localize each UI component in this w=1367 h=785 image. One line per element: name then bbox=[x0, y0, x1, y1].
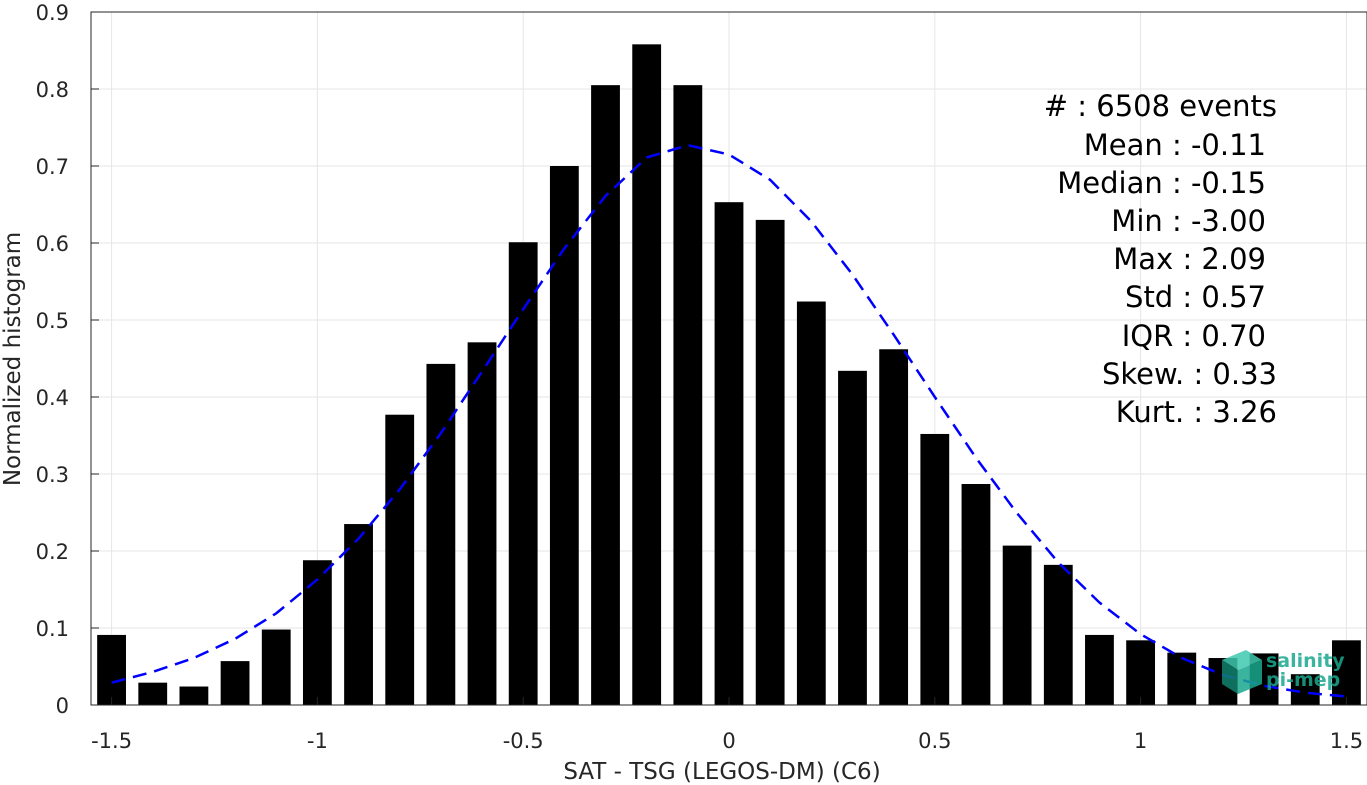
histogram-bar bbox=[138, 682, 168, 705]
histogram-bar bbox=[879, 349, 909, 705]
histogram-bar bbox=[632, 44, 662, 705]
stat-std: Std : 0.57 bbox=[1125, 280, 1266, 314]
histogram-bar bbox=[508, 242, 538, 706]
x-tick-label: -0.5 bbox=[503, 729, 544, 753]
histogram-bar bbox=[714, 202, 744, 705]
y-tick-label: 0.1 bbox=[36, 617, 69, 641]
histogram-bar bbox=[179, 686, 209, 705]
x-tick-label: 1.5 bbox=[1330, 729, 1363, 753]
x-tick-label: -1.5 bbox=[91, 729, 132, 753]
stat-min: Min : -3.00 bbox=[1111, 204, 1266, 238]
bars bbox=[97, 44, 1361, 706]
histogram-bar bbox=[549, 166, 579, 705]
histogram-bar bbox=[673, 85, 703, 705]
histogram-bar bbox=[467, 342, 497, 705]
y-tick-label: 0.5 bbox=[36, 309, 69, 333]
histogram-bar bbox=[1043, 564, 1073, 705]
y-axis-label: Normalized histogram bbox=[0, 232, 26, 486]
histogram-bar bbox=[755, 219, 785, 705]
histogram-bar bbox=[302, 560, 332, 705]
histogram-bar bbox=[426, 363, 456, 705]
y-tick-label: 0 bbox=[56, 694, 69, 718]
histogram-bar bbox=[385, 414, 415, 705]
histogram-bar bbox=[1126, 640, 1156, 705]
stat-skew: Skew. : 0.33 bbox=[1102, 357, 1277, 391]
x-tick-label: -1 bbox=[307, 729, 328, 753]
histogram-bar bbox=[1002, 545, 1032, 705]
y-tick-label: 0.2 bbox=[36, 540, 69, 564]
y-tick-label: 0.7 bbox=[36, 155, 69, 179]
logo-line2: pi-mep bbox=[1266, 669, 1340, 691]
x-tick-label: 0 bbox=[722, 729, 735, 753]
histogram-bar bbox=[961, 484, 991, 705]
y-tick-label: 0.8 bbox=[36, 78, 69, 102]
histogram-bar bbox=[1332, 640, 1361, 705]
histogram-bar bbox=[920, 433, 950, 705]
cube-icon bbox=[1222, 650, 1262, 694]
y-axis-ticks: 0 0.1 0.2 0.3 0.4 0.5 0.6 0.7 0.8 0.9 bbox=[36, 1, 99, 718]
histogram-bar bbox=[796, 301, 826, 705]
histogram-bar bbox=[261, 629, 291, 705]
y-tick-label: 0.3 bbox=[36, 463, 69, 487]
x-tick-label: 1 bbox=[1134, 729, 1147, 753]
y-tick-label: 0.9 bbox=[36, 1, 69, 25]
stat-kurt: Kurt. : 3.26 bbox=[1116, 395, 1277, 429]
histogram-bar bbox=[591, 85, 620, 705]
histogram-bar bbox=[220, 661, 250, 705]
salinity-pimep-logo: salinity pi-mep bbox=[1222, 650, 1345, 694]
stat-max: Max : 2.09 bbox=[1113, 242, 1266, 276]
gaussian-fit-curve bbox=[111, 143, 1347, 698]
y-tick-label: 0.6 bbox=[36, 232, 69, 256]
stat-iqr: IQR : 0.70 bbox=[1122, 319, 1266, 353]
histogram-bar bbox=[1290, 674, 1320, 705]
histogram-bar bbox=[838, 370, 867, 705]
stat-median: Median : -0.15 bbox=[1057, 166, 1266, 200]
stat-events: # : 6508 events bbox=[1044, 89, 1277, 123]
histogram-bar bbox=[97, 634, 126, 705]
y-tick-label: 0.4 bbox=[36, 386, 69, 410]
x-axis-ticks: -1.5 -1 -0.5 0 0.5 1 1.5 bbox=[91, 697, 1363, 753]
stats-annotation: # : 6508 events Mean : -0.11 Median : -0… bbox=[1044, 89, 1277, 429]
x-tick-label: 0.5 bbox=[918, 729, 951, 753]
x-axis-label: SAT - TSG (LEGOS-DM) (C6) bbox=[563, 759, 880, 785]
histogram-bar bbox=[1085, 634, 1114, 705]
logo-line1: salinity bbox=[1266, 650, 1345, 672]
histogram-bar bbox=[1167, 652, 1197, 705]
histogram-bar bbox=[344, 524, 373, 705]
stat-mean: Mean : -0.11 bbox=[1084, 128, 1266, 162]
